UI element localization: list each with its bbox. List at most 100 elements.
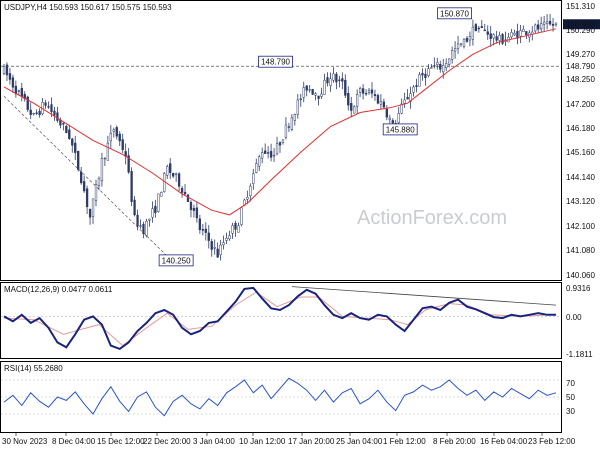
candle-body — [213, 247, 216, 249]
candle-body — [424, 73, 427, 78]
candle-body — [50, 104, 53, 113]
candle-body — [269, 151, 273, 158]
candle-body — [471, 26, 475, 40]
macd-tick-label: -1.1811 — [566, 350, 593, 359]
candle-body — [540, 23, 543, 30]
candle-body — [299, 98, 302, 100]
candle-body — [418, 74, 421, 87]
candle-body — [459, 43, 463, 45]
candle-body — [501, 34, 504, 44]
candle-body — [255, 163, 258, 173]
candle-body — [23, 93, 26, 100]
candle-body — [450, 50, 454, 60]
candle-body — [445, 63, 448, 68]
candle-body — [252, 173, 255, 184]
candle-body — [350, 103, 353, 111]
candle-body — [198, 218, 202, 231]
price-tick-label: 143.120 — [566, 197, 595, 206]
candle-body — [47, 106, 50, 108]
price-tick-label: 141.080 — [566, 246, 595, 255]
candle-body — [433, 65, 436, 67]
candle-body — [519, 30, 522, 37]
price-tick-label: 140.060 — [566, 271, 595, 280]
candle-body — [480, 26, 483, 28]
rsi-layer — [1, 377, 561, 417]
candle-body — [26, 96, 29, 110]
price-annotation-label: 150.870 — [440, 9, 469, 18]
candle-body — [281, 139, 285, 143]
candle-body — [421, 73, 424, 76]
candle-body — [103, 157, 107, 160]
candle-body — [29, 109, 32, 115]
candle-body — [177, 173, 181, 187]
candle-body — [68, 129, 71, 139]
candle-body — [370, 89, 374, 94]
candle-body — [513, 32, 516, 36]
macd-line — [3, 286, 556, 351]
candle-body — [495, 36, 498, 41]
candle-body — [358, 88, 362, 93]
price-annotation-label: 140.250 — [162, 256, 191, 265]
candle-body — [148, 218, 151, 221]
candle-body — [53, 110, 56, 116]
candle-body — [290, 117, 294, 130]
candle-body — [332, 73, 335, 81]
time-axis-label: 25 Jan 04:00 — [336, 437, 383, 446]
candle-body — [551, 23, 555, 26]
candle-body — [462, 38, 466, 47]
price-annotation-label: 148.790 — [261, 58, 290, 67]
price-tick-label: 142.100 — [566, 222, 595, 231]
candle-body — [415, 85, 418, 87]
macd-tick-label: 0.00 — [566, 313, 582, 322]
candle-body — [442, 65, 445, 73]
candle-body — [510, 32, 513, 38]
candle-body — [91, 198, 95, 217]
candle-body — [186, 194, 190, 202]
candle-body — [115, 127, 118, 137]
candle-body — [335, 73, 338, 83]
price-tick-label: 149.270 — [566, 50, 595, 59]
candle-body — [317, 95, 320, 99]
candle-body — [35, 112, 38, 114]
candle-body — [305, 85, 308, 91]
candle-body — [77, 150, 80, 170]
candle-body — [94, 184, 98, 201]
moving-average-line — [3, 28, 557, 216]
candle-body — [338, 79, 341, 81]
candle-body — [430, 67, 433, 69]
candle-body — [453, 48, 457, 52]
candle-body — [308, 89, 311, 91]
candle-body — [302, 87, 305, 98]
price-annotation-box — [382, 123, 418, 136]
price-annotation-box — [158, 254, 194, 267]
candle-body — [261, 152, 264, 159]
hline-price-badge-bg — [563, 61, 600, 72]
candle-body — [391, 120, 394, 124]
macd-layer — [1, 286, 561, 351]
candle-body — [361, 88, 365, 94]
candle-body — [204, 228, 207, 233]
candle-body — [231, 225, 234, 234]
candle-body — [367, 90, 371, 94]
time-axis-label: 1 Feb 12:00 — [383, 437, 426, 446]
price-tick-label: 146.180 — [566, 124, 595, 133]
candle-body — [56, 112, 59, 121]
candle-body — [121, 139, 124, 150]
candle-body — [169, 163, 172, 173]
candle-body — [388, 117, 391, 120]
candle-body — [228, 235, 231, 240]
candle-body — [353, 106, 356, 114]
candle-body — [284, 124, 288, 138]
price-tick-label: 147.200 — [566, 100, 595, 109]
candle-body — [409, 93, 412, 102]
trend-line — [3, 95, 177, 266]
candle-body — [174, 173, 178, 175]
candle-body — [534, 24, 537, 32]
candle-body — [537, 24, 540, 30]
candle-body — [356, 94, 359, 107]
price-tick-label: 151.310 — [566, 2, 595, 11]
candle-body — [311, 89, 314, 95]
candle-body — [65, 125, 68, 133]
candle-body — [210, 241, 213, 250]
price-panel-frame — [0, 0, 562, 281]
